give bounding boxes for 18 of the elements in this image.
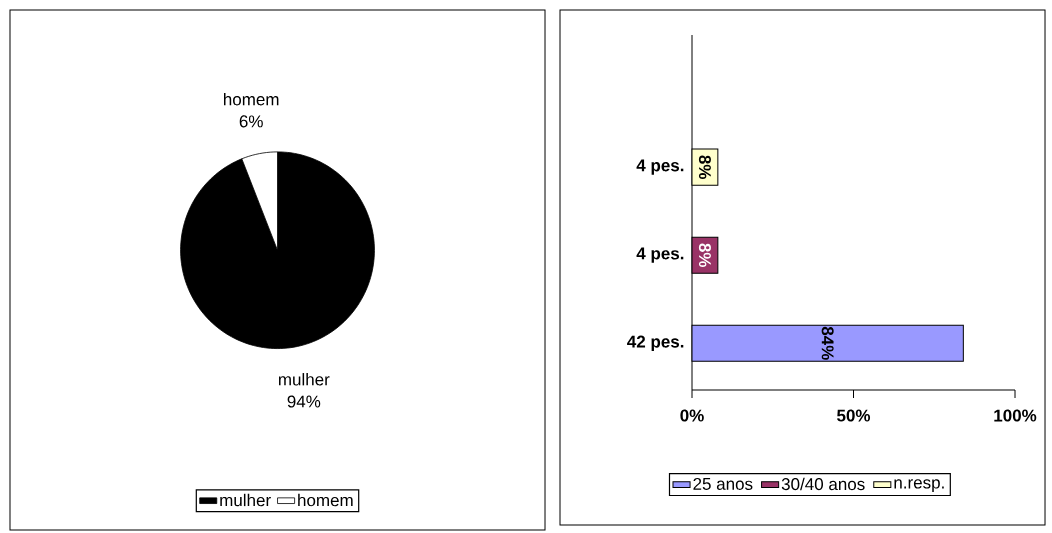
legend-label: n.resp.	[894, 479, 944, 492]
legend-label: 25 anos	[693, 477, 753, 490]
legend-label: 30/40 anos	[781, 477, 865, 491]
y-tick-label: 4 pes.	[636, 159, 684, 175]
x-tick-label: 0%	[680, 409, 704, 422]
y-tick-label: 42 pes.	[627, 335, 684, 352]
x-tick-label: 50%	[837, 409, 871, 422]
data-label: 6%	[239, 115, 263, 128]
legend-label: mulher	[220, 493, 271, 507]
x-tick-label: 100%	[994, 409, 1037, 422]
legend-label: homem	[298, 493, 353, 507]
slice-label: homem	[224, 92, 279, 106]
y-tick-label: 4 pes.	[636, 247, 684, 263]
data-label: 8%	[698, 243, 711, 268]
data-label: 8%	[698, 155, 711, 179]
slice-label: mulher	[278, 373, 330, 386]
data-label: 84%	[821, 326, 834, 360]
data-label: 94%	[287, 395, 321, 408]
